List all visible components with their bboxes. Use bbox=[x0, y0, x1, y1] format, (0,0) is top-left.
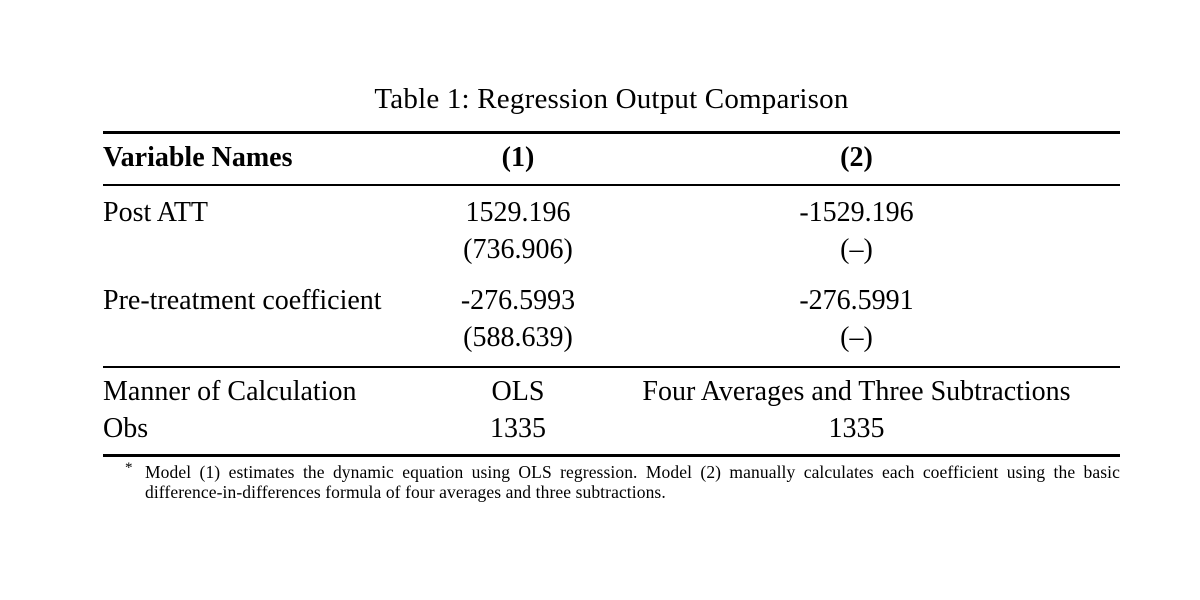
coef-se: (736.906) bbox=[463, 234, 573, 265]
coef-se: (–) bbox=[840, 234, 873, 265]
model-2-cell: -276.5991 (–) bbox=[593, 282, 1120, 356]
coef-value: -1529.196 bbox=[799, 197, 914, 228]
row-label: Obs bbox=[103, 413, 149, 444]
table-footnote: * Model (1) estimates the dynamic equati… bbox=[103, 460, 1120, 502]
model-1-cell: 1335 bbox=[490, 413, 546, 444]
model-2-cell: 1335 bbox=[828, 413, 885, 444]
row-label: Pre-treatment coefficient bbox=[103, 285, 382, 316]
coefficient-section: Post ATT 1529.196 (736.906) -1529.196 (–… bbox=[103, 186, 1120, 366]
row-label: Manner of Calculation bbox=[103, 376, 357, 407]
table-row-pre-treatment: Pre-treatment coefficient -276.5993 (588… bbox=[103, 282, 1120, 356]
model-1-cell: OLS bbox=[491, 376, 545, 407]
column-header-model-2: (2) bbox=[840, 142, 873, 173]
model-1-cell: 1529.196 (736.906) bbox=[443, 194, 593, 268]
table-row-post-att: Post ATT 1529.196 (736.906) -1529.196 (–… bbox=[103, 194, 1120, 268]
coef-se: (–) bbox=[840, 322, 873, 353]
coef-value: -276.5993 bbox=[460, 285, 576, 316]
table-row-manner-of-calculation: Manner of Calculation OLS Four Averages … bbox=[103, 373, 1120, 410]
footnote-asterisk: * bbox=[125, 460, 133, 476]
model-1-cell: -276.5993 (588.639) bbox=[443, 282, 593, 356]
table-row-obs: Obs 1335 1335 bbox=[103, 410, 1120, 447]
meta-section: Manner of Calculation OLS Four Averages … bbox=[103, 366, 1120, 457]
coef-value: -276.5991 bbox=[799, 285, 914, 316]
regression-table: Variable Names (1) (2) Post ATT 1529.196… bbox=[103, 131, 1120, 502]
column-header-model-1: (1) bbox=[501, 142, 535, 173]
column-header-variable-names: Variable Names bbox=[103, 142, 293, 173]
model-2-cell: -1529.196 (–) bbox=[593, 194, 1120, 268]
row-label: Post ATT bbox=[103, 197, 209, 228]
table-caption: Table 1: Regression Output Comparison bbox=[374, 83, 849, 115]
table-header-row: Variable Names (1) (2) bbox=[103, 131, 1120, 186]
model-2-cell: Four Averages and Three Subtractions bbox=[642, 376, 1071, 407]
footnote-text: Model (1) estimates the dynamic equation… bbox=[145, 462, 1120, 502]
coef-value: 1529.196 bbox=[465, 197, 571, 228]
coef-se: (588.639) bbox=[463, 322, 573, 353]
